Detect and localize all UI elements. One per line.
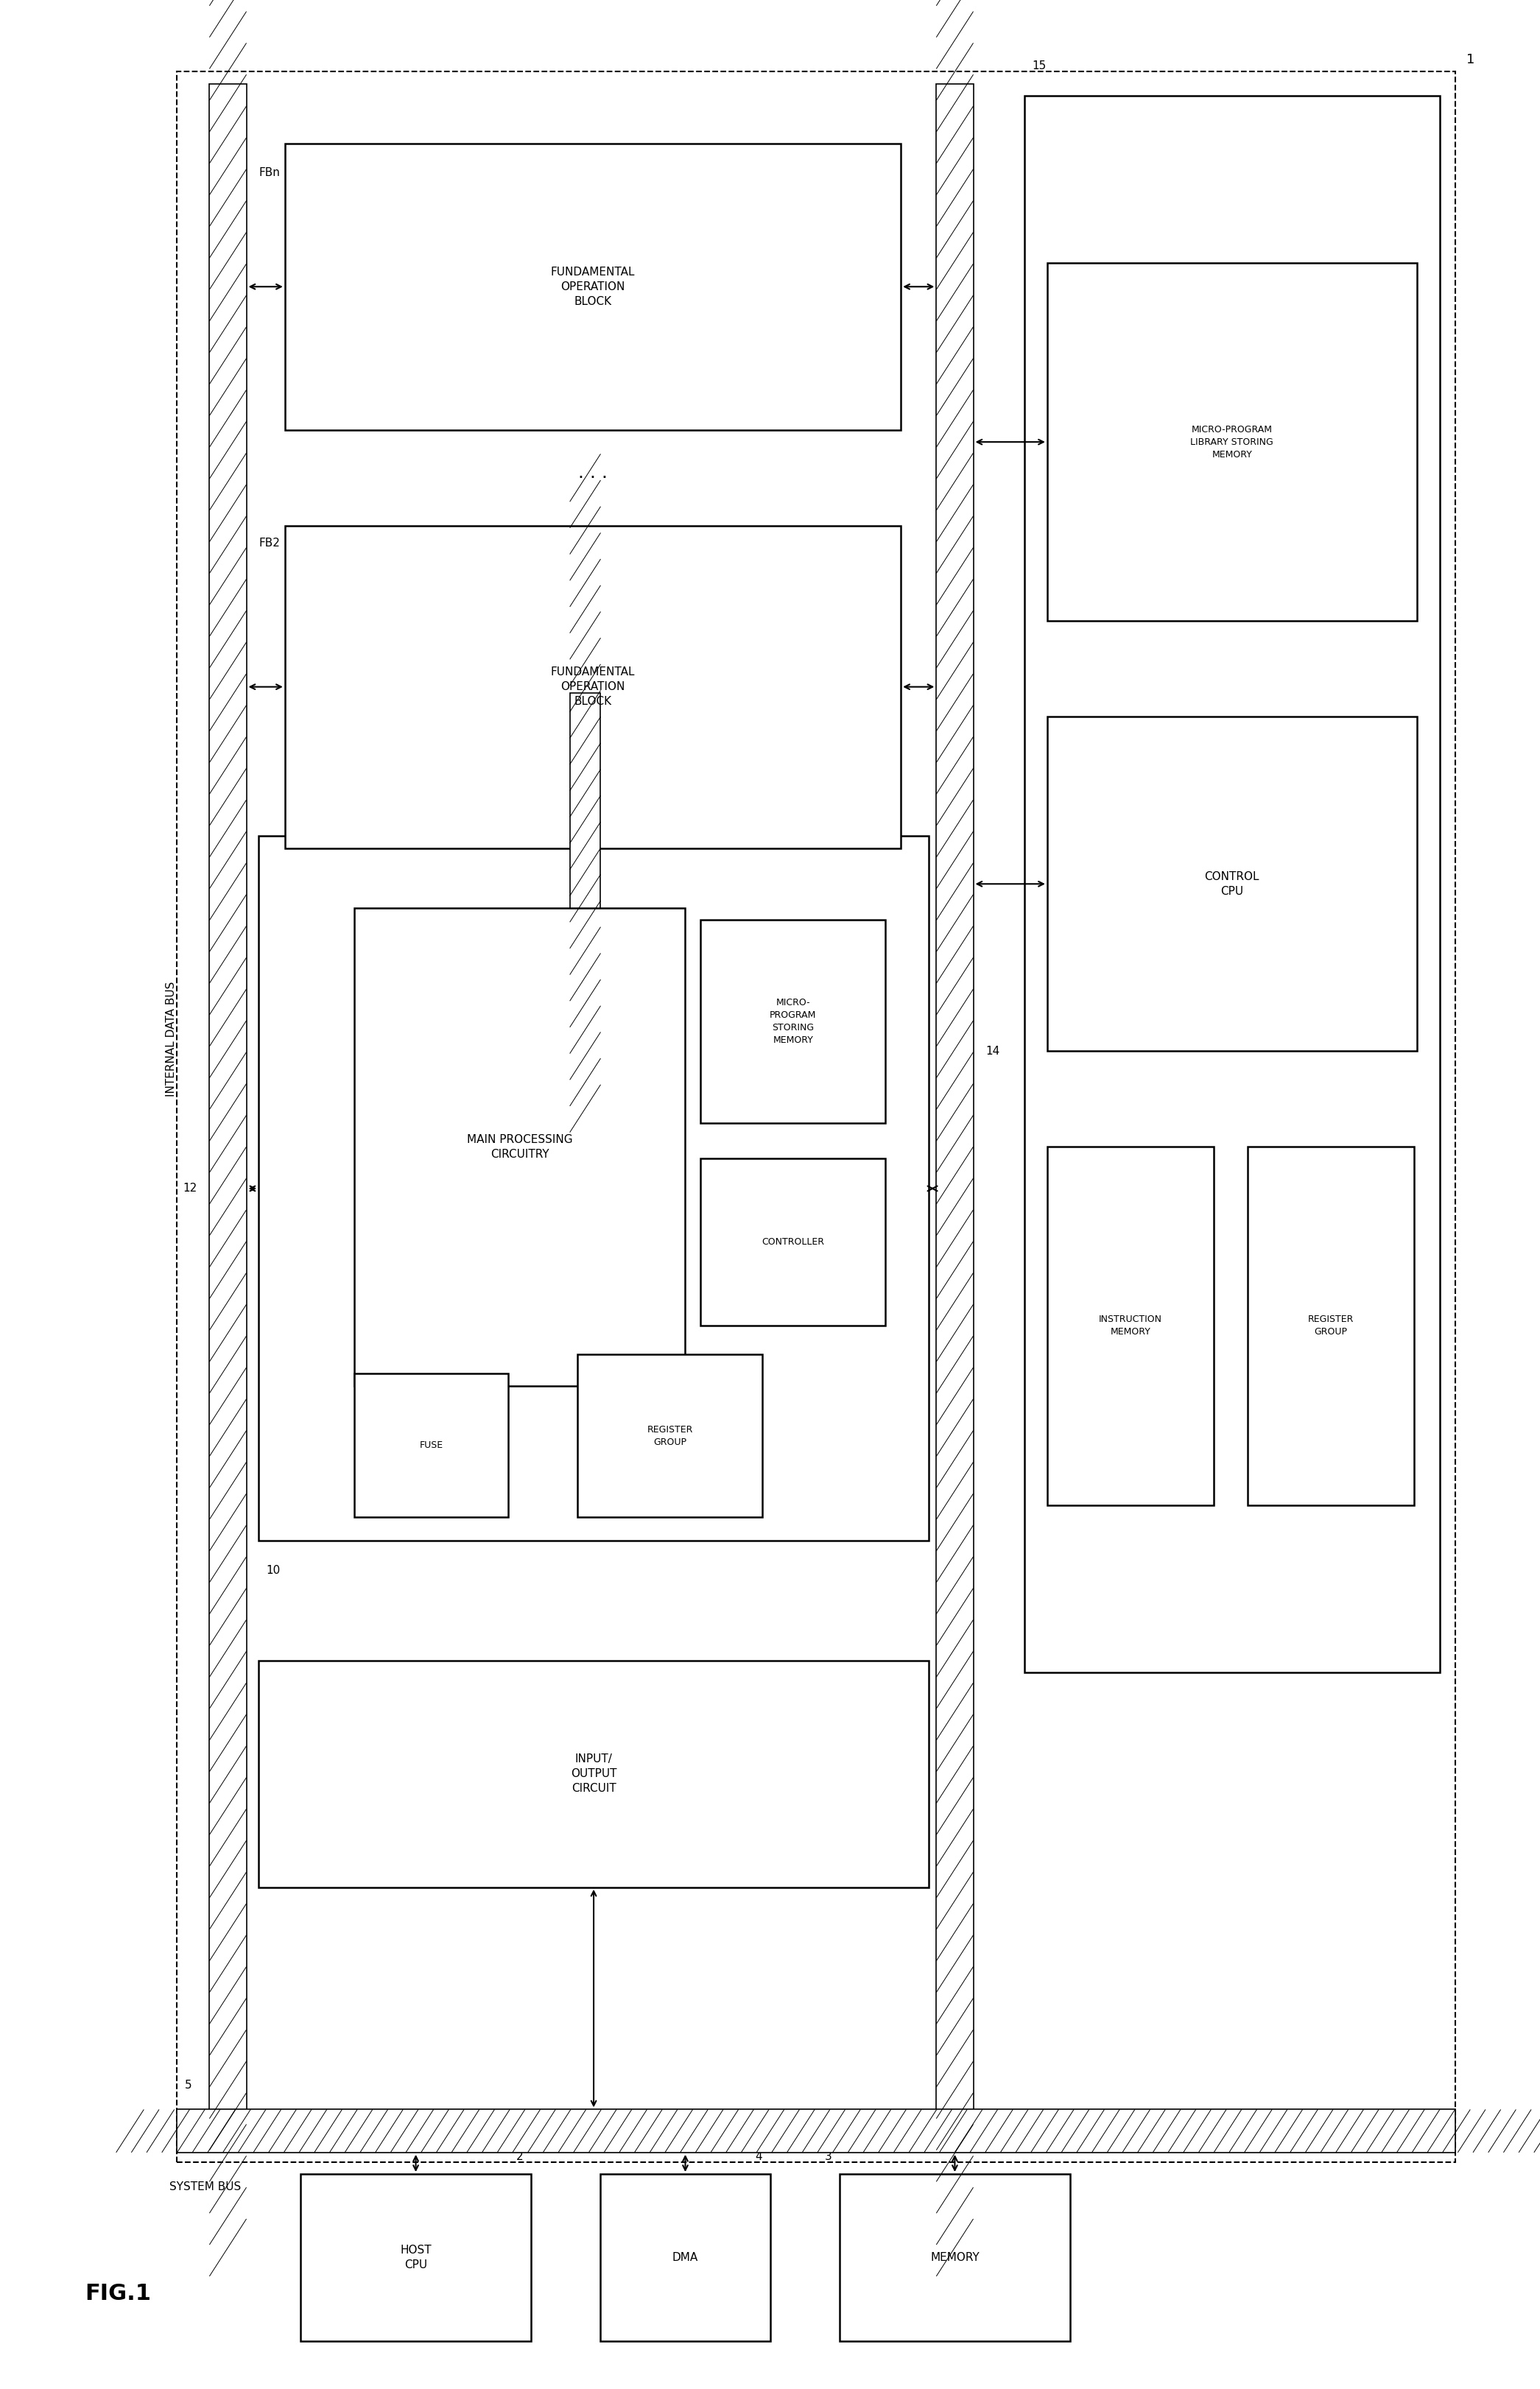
Bar — [1024, 96, 1440, 1672]
Text: 26: 26 — [1052, 1128, 1066, 1140]
Text: 3: 3 — [824, 2150, 832, 2162]
Text: DMA: DMA — [673, 2253, 698, 2262]
Text: 23: 23 — [705, 901, 719, 913]
Text: 21: 21 — [705, 1140, 719, 1151]
Bar — [570, 693, 601, 1027]
Text: 10: 10 — [266, 1565, 280, 1577]
Text: 20: 20 — [362, 884, 376, 896]
Bar — [1047, 1147, 1214, 1505]
Bar — [1047, 717, 1417, 1051]
Text: CONTROLLER: CONTROLLER — [762, 1238, 824, 1247]
Bar — [285, 143, 901, 430]
Text: HOST
CPU: HOST CPU — [400, 2246, 431, 2270]
Text: MICRO-
PROGRAM
STORING
MEMORY: MICRO- PROGRAM STORING MEMORY — [770, 999, 816, 1044]
Text: INTERNAL DATA BUS: INTERNAL DATA BUS — [165, 982, 177, 1097]
Text: FB1: FB1 — [259, 848, 280, 860]
Text: REGISTER
GROUP: REGISTER GROUP — [1307, 1314, 1354, 1338]
Bar — [177, 72, 1455, 2162]
Text: 28: 28 — [1052, 244, 1066, 256]
Text: 2: 2 — [516, 2150, 524, 2162]
Text: FUNDAMENTAL
OPERATION BLOCK: FUNDAMENTAL OPERATION BLOCK — [297, 1178, 383, 1199]
Bar — [701, 1159, 886, 1326]
Text: REGISTER
GROUP: REGISTER GROUP — [647, 1424, 693, 1448]
Text: INPUT/
OUTPUT
CIRCUIT: INPUT/ OUTPUT CIRCUIT — [571, 1754, 616, 1794]
Bar — [354, 908, 685, 1386]
Text: INSTRUCTION
MEMORY: INSTRUCTION MEMORY — [1098, 1314, 1163, 1338]
Text: 1: 1 — [1466, 53, 1475, 67]
Bar — [354, 1374, 508, 1517]
Text: 4: 4 — [755, 2150, 762, 2162]
Text: FB2: FB2 — [259, 538, 280, 549]
Text: · · ·: · · · — [578, 468, 608, 487]
Text: CONTROL
CPU: CONTROL CPU — [1204, 872, 1260, 896]
Text: 15: 15 — [1032, 60, 1046, 72]
Text: 16: 16 — [541, 657, 554, 669]
Text: CENTRAL
CONTROL
UNIT: CENTRAL CONTROL UNIT — [1204, 143, 1260, 179]
Bar — [936, 84, 973, 2150]
Text: 22: 22 — [582, 1335, 596, 1347]
Text: 5: 5 — [185, 2078, 192, 2090]
Bar — [1247, 1147, 1414, 1505]
Text: 24: 24 — [359, 1355, 373, 1367]
Text: SYSTEM BUS: SYSTEM BUS — [169, 2181, 242, 2193]
Bar — [701, 920, 886, 1123]
Bar — [177, 2109, 1455, 2152]
Bar — [578, 1355, 762, 1517]
Text: MICRO-PROGRAM
LIBRARY STORING
MEMORY: MICRO-PROGRAM LIBRARY STORING MEMORY — [1190, 425, 1274, 459]
Text: FBn: FBn — [259, 167, 280, 179]
Text: FUNDAMENTAL
OPERATION
BLOCK: FUNDAMENTAL OPERATION BLOCK — [551, 268, 634, 306]
Text: 12: 12 — [183, 1183, 197, 1194]
Text: FUNDAMENTAL
OPERATION
BLOCK: FUNDAMENTAL OPERATION BLOCK — [551, 667, 634, 707]
Text: FIG.1: FIG.1 — [85, 2284, 151, 2303]
Text: 14: 14 — [986, 1046, 999, 1056]
Text: MAIN PROCESSING
CIRCUITRY: MAIN PROCESSING CIRCUITRY — [467, 1135, 573, 1159]
Bar — [259, 836, 929, 1541]
Text: INTER BLOCK
DATA BUS: INTER BLOCK DATA BUS — [619, 850, 681, 870]
Bar — [839, 2174, 1070, 2341]
Text: FUSE: FUSE — [419, 1441, 444, 1450]
Bar — [601, 2174, 770, 2341]
Text: INTERNAL
BUS: INTERNAL BUS — [878, 1319, 924, 1340]
Bar — [1047, 263, 1417, 621]
Bar — [259, 1660, 929, 1887]
Text: 25: 25 — [1052, 698, 1066, 710]
Text: 27: 27 — [1252, 1128, 1266, 1140]
Bar — [285, 526, 901, 848]
Bar — [209, 84, 246, 2150]
Text: MEMORY: MEMORY — [930, 2253, 979, 2262]
Bar — [300, 2174, 531, 2341]
